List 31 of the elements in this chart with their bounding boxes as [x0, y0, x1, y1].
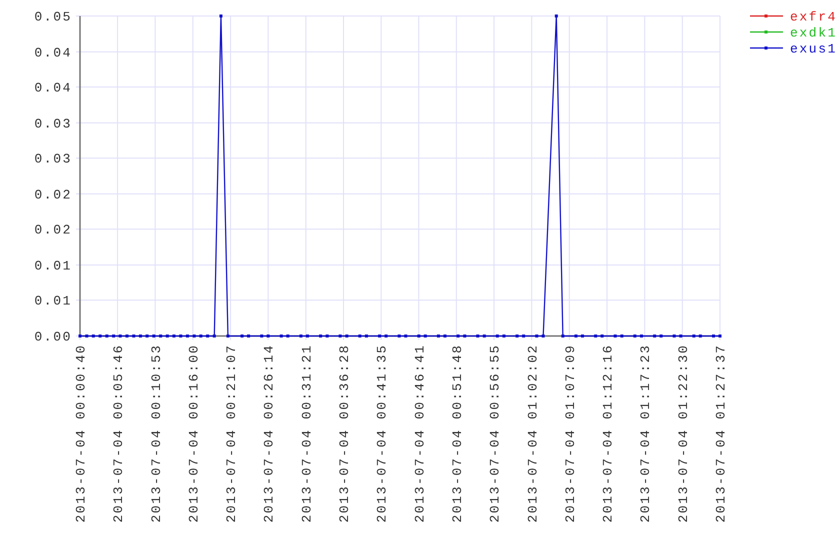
x-tick-label: 2013-07-04 00:00:40 [74, 344, 89, 523]
y-tick-label: 0.01 [34, 294, 72, 309]
x-tick-label: 2013-07-04 00:10:53 [148, 344, 164, 523]
y-tick-label: 0.03 [34, 152, 72, 167]
x-tick-label: 2013-07-04 00:41:35 [374, 344, 390, 523]
y-tick-label: 0.00 [34, 330, 72, 345]
y-tick-label: 0.04 [34, 80, 72, 96]
x-tick-label: 2013-07-04 00:21:07 [224, 344, 240, 523]
y-tick-label: 0.05 [34, 10, 72, 25]
legend-label: exus1 [790, 42, 838, 57]
x-tick-label: 2013-07-04 00:31:21 [299, 344, 314, 523]
x-tick-label: 2013-07-04 00:26:14 [262, 344, 277, 523]
x-tick-label: 2013-07-04 00:36:28 [337, 344, 352, 523]
legend-label: exdk1 [790, 26, 838, 41]
x-tick-label: 2013-07-04 01:12:16 [600, 344, 616, 523]
x-tick-label: 2013-07-04 01:27:37 [714, 344, 729, 523]
x-tick-label: 2013-07-04 00:46:41 [412, 344, 428, 523]
x-tick-label: 2013-07-04 01:17:23 [638, 344, 654, 523]
y-tick-label: 0.02 [34, 187, 72, 202]
y-tick-label: 0.03 [34, 116, 72, 132]
legend-label: exfr4 [790, 10, 838, 25]
x-tick-label: 2013-07-04 00:56:55 [488, 344, 503, 523]
y-tick-label: 0.02 [34, 222, 72, 238]
y-tick-label: 0.04 [34, 45, 72, 60]
x-tick-label: 2013-07-04 01:02:02 [525, 344, 540, 523]
y-tick-label: 0.01 [34, 258, 72, 274]
x-tick-label: 2013-07-04 00:05:46 [111, 344, 126, 523]
x-tick-label: 2013-07-04 01:07:09 [562, 344, 578, 523]
x-tick-label: 2013-07-04 01:22:30 [676, 344, 691, 523]
x-tick-label: 2013-07-04 00:51:48 [450, 344, 465, 523]
x-tick-label: 2013-07-04 00:16:00 [186, 344, 202, 523]
